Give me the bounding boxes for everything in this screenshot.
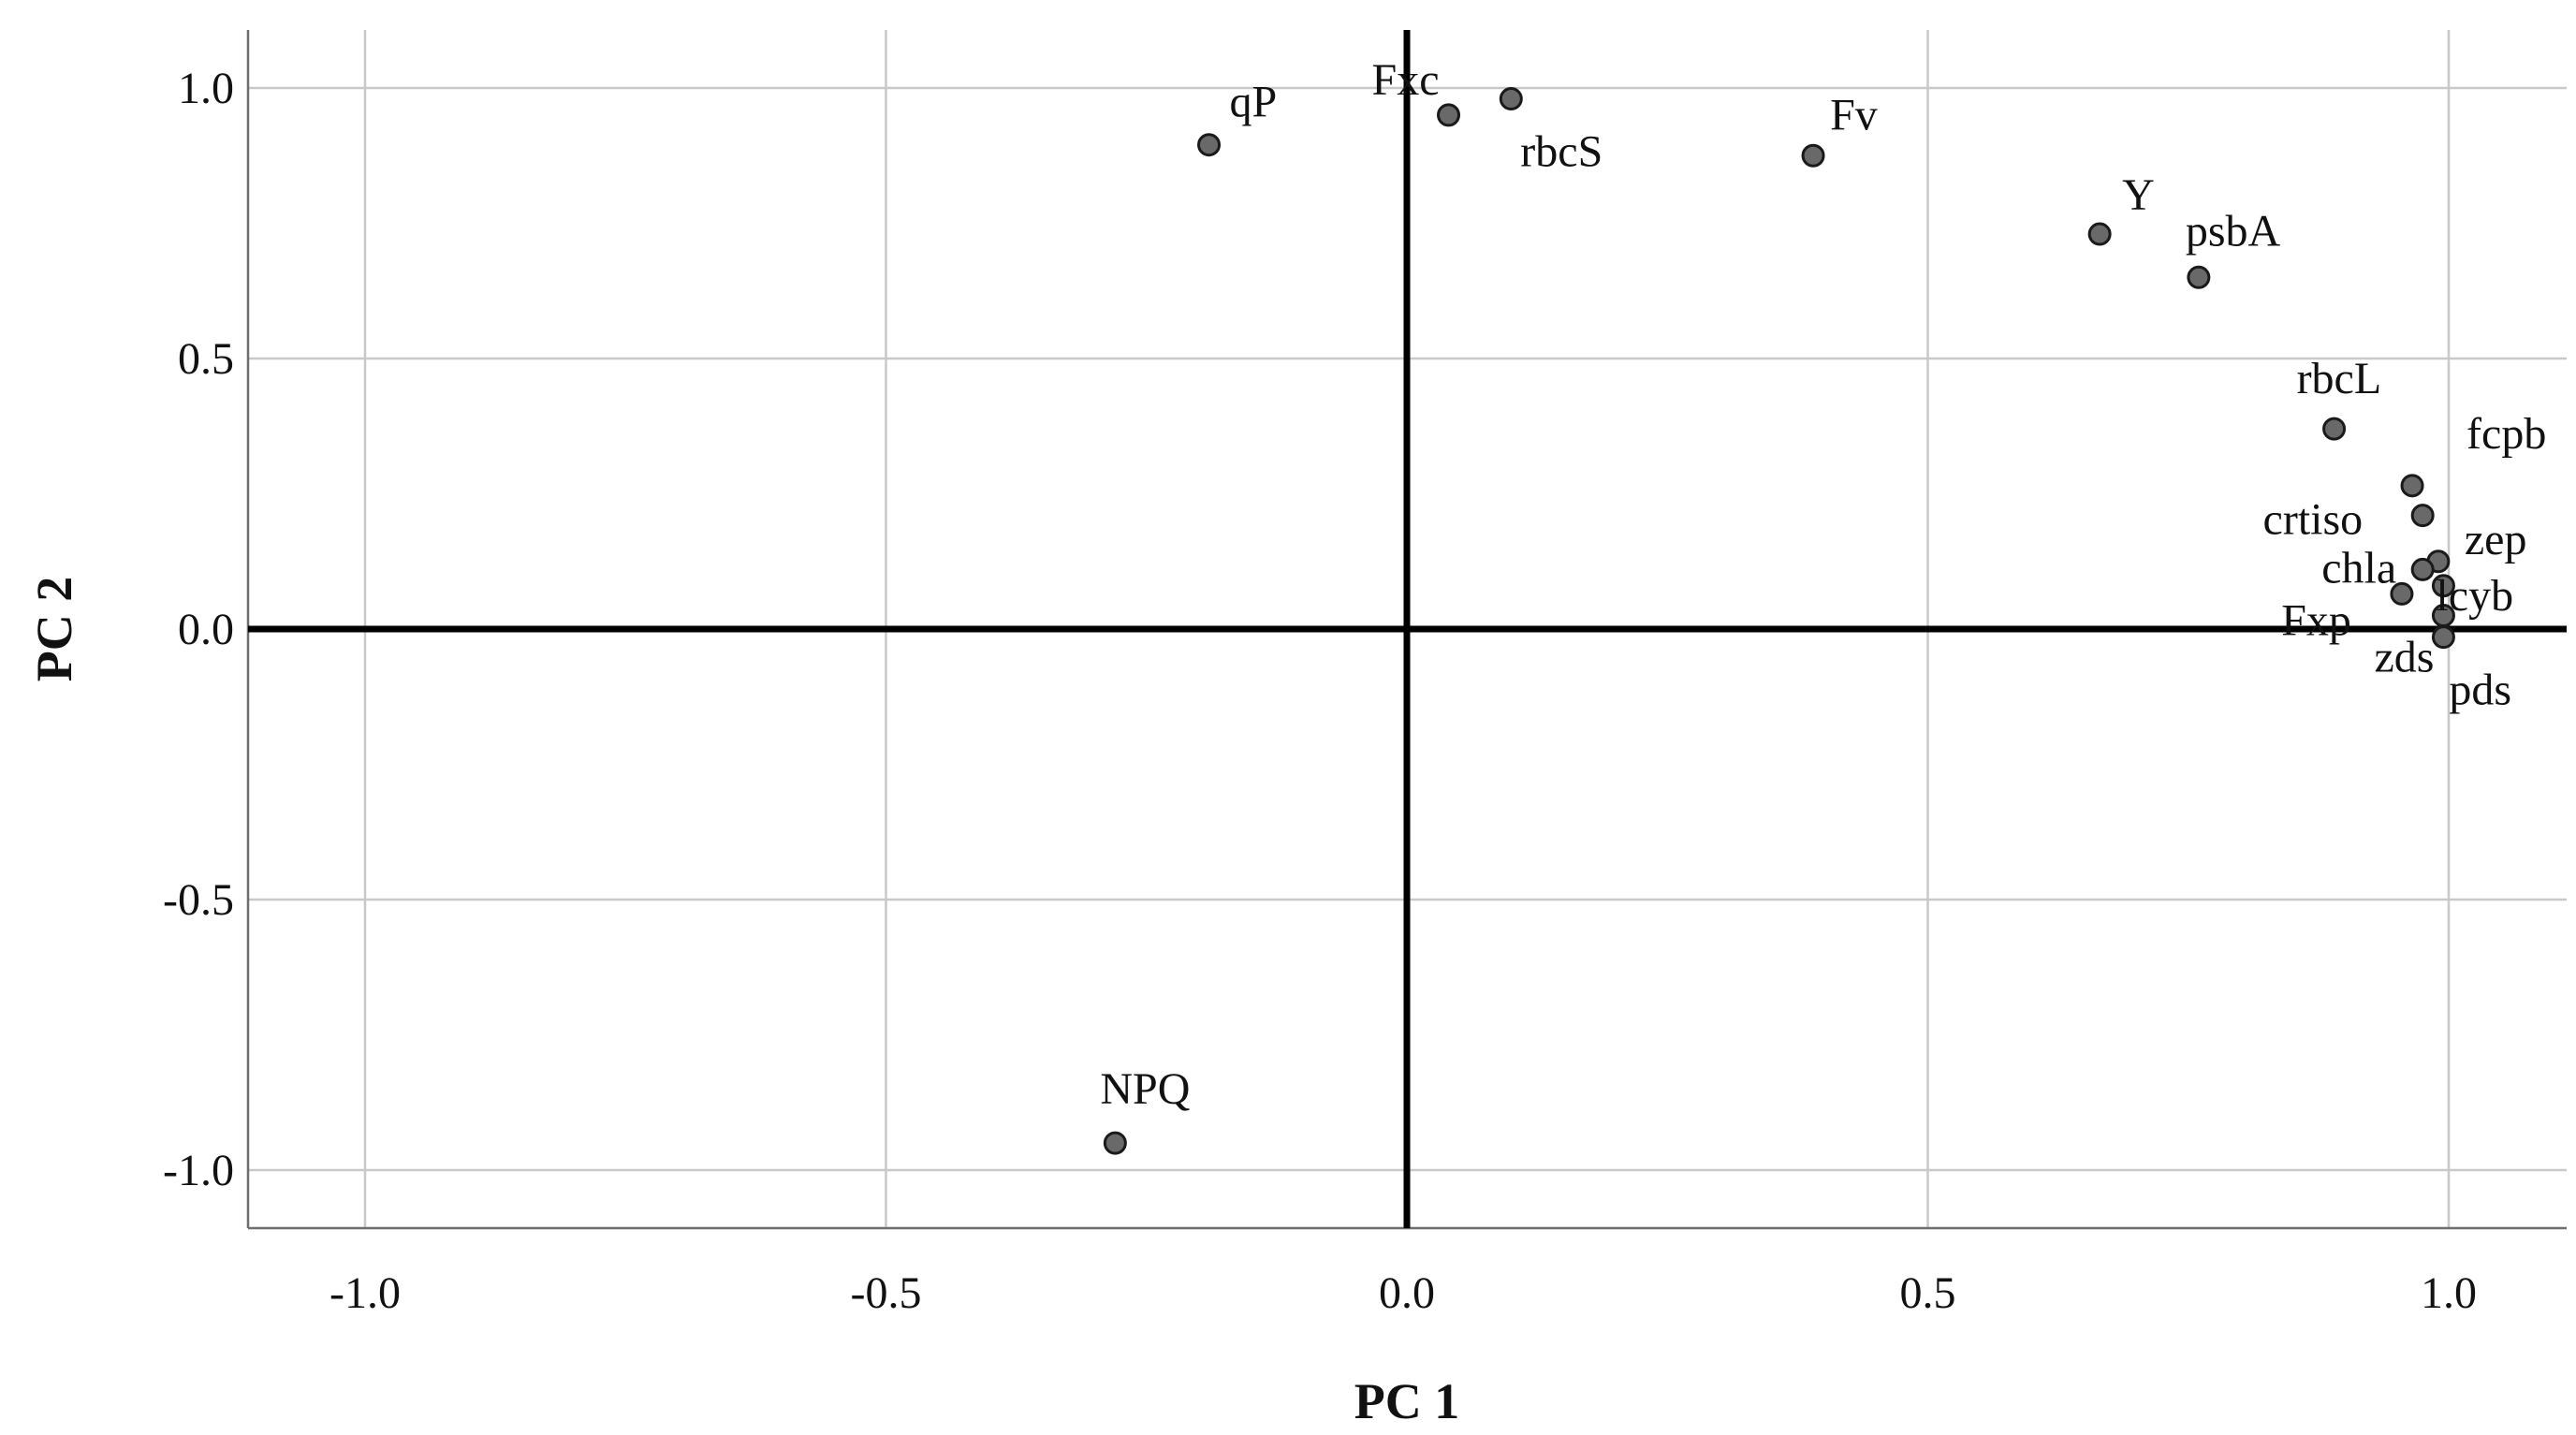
point-label: NPQ [1100, 1064, 1190, 1114]
x-axis-tick-labels: -1.0 -0.5 0.0 0.5 1.0 [329, 1268, 2477, 1318]
point-label: rbcS [1520, 127, 1603, 177]
data-point [2322, 417, 2347, 441]
data-point [2087, 222, 2112, 246]
point-label: zds [2374, 633, 2434, 682]
data-point [2187, 265, 2211, 289]
data-point [1103, 1131, 1127, 1155]
data-point [1197, 133, 1222, 157]
point-label: qP [1230, 78, 1278, 127]
point-label: chla [2321, 543, 2396, 593]
point-label: fcpb [2466, 409, 2546, 459]
x-tick-label: 0.5 [1900, 1268, 1956, 1318]
data-point [2410, 504, 2435, 528]
point-label: Fxc [1372, 55, 1440, 105]
y-axis-title: PC 2 [26, 577, 82, 681]
zero-reference-lines [248, 30, 2567, 1228]
data-point [1801, 143, 1825, 168]
point-label: psbA [2186, 206, 2281, 256]
y-tick-label: 0.0 [178, 605, 234, 654]
point-label: Fv [1830, 90, 1878, 139]
x-axis-title: PC 1 [1354, 1373, 1459, 1429]
y-tick-label: 1.0 [178, 64, 234, 113]
point-label: zep [2465, 515, 2527, 564]
y-axis-tick-labels: -1.0 -0.5 0.0 0.5 1.0 [163, 64, 234, 1195]
x-tick-label: 1.0 [2421, 1268, 2477, 1318]
point-label: pds [2449, 666, 2511, 715]
point-label: Fxp [2281, 595, 2351, 645]
data-point [2431, 574, 2455, 598]
point-label: Y [2122, 170, 2155, 220]
x-tick-label: -0.5 [851, 1268, 922, 1318]
point-label: lcyb [2436, 571, 2513, 621]
x-tick-label: 0.0 [1379, 1268, 1435, 1318]
data-points [1103, 87, 2455, 1155]
data-point [2431, 625, 2455, 650]
point-label: crtiso [2263, 495, 2364, 545]
x-tick-label: -1.0 [329, 1268, 401, 1318]
y-tick-label: -1.0 [163, 1146, 234, 1195]
y-tick-label: -0.5 [163, 875, 234, 925]
point-label: rbcL [2297, 354, 2382, 403]
data-point [1499, 87, 1523, 111]
data-point [1437, 103, 1461, 127]
y-tick-label: 0.5 [178, 334, 234, 384]
data-point [2400, 474, 2424, 498]
data-point [2410, 557, 2435, 581]
data-point [2390, 581, 2414, 606]
